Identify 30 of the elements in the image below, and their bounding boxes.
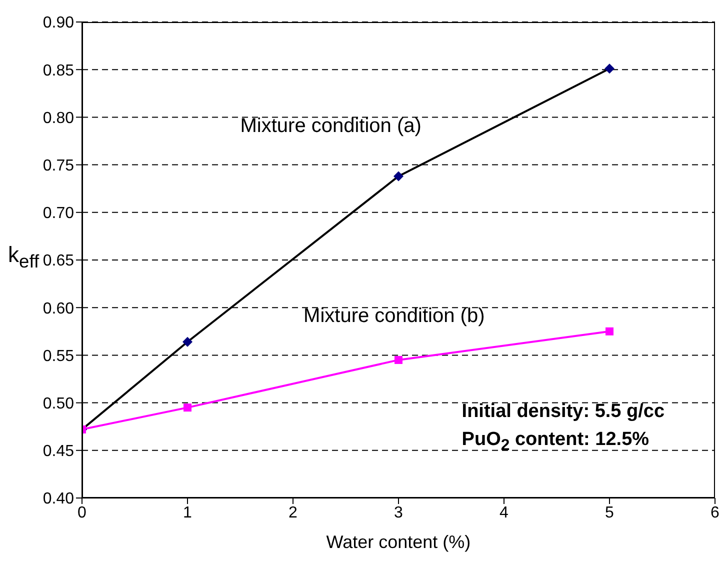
x-tick-label: 5	[605, 504, 614, 522]
x-tick-label: 0	[78, 504, 87, 522]
point	[606, 327, 614, 336]
y-axis-title: k$_{eff}$	[8, 242, 40, 272]
y-tick-label: 0.85	[42, 62, 74, 80]
point	[184, 404, 192, 412]
annotation: Initial density: 5.5 g/cc	[462, 400, 665, 424]
point	[604, 64, 614, 74]
point	[394, 171, 404, 182]
y-tick-label: 0.65	[42, 252, 74, 270]
annotation: PuO$_{2}$ content: 12.5%	[462, 428, 650, 456]
x-tick-label: 2	[288, 504, 298, 522]
y-tick-label: 0.75	[42, 157, 74, 174]
y-tick-label: 0.90	[42, 14, 74, 32]
x-axis-title: Water content (%)	[325, 532, 472, 553]
series-label: Mixture condition (a)	[240, 114, 422, 138]
x-tick-label: 3	[394, 504, 404, 522]
y-tick-label: 0.45	[42, 443, 74, 460]
x-tick-label: 1	[183, 504, 192, 522]
y-tick-label: 0.80	[42, 110, 74, 127]
y-tick-label: 0.55	[42, 348, 74, 365]
x-tick-label: 4	[500, 504, 509, 522]
point	[394, 356, 402, 364]
y-tick-label: 0.40	[42, 490, 74, 508]
x-tick-label: 6	[710, 504, 720, 522]
series-label: Mixture condition (b)	[304, 305, 485, 328]
y-tick-label: 0.60	[42, 300, 74, 318]
y-tick-label: 0.70	[42, 205, 74, 222]
y-tick-label: 0.50	[42, 395, 74, 412]
point	[182, 336, 192, 347]
